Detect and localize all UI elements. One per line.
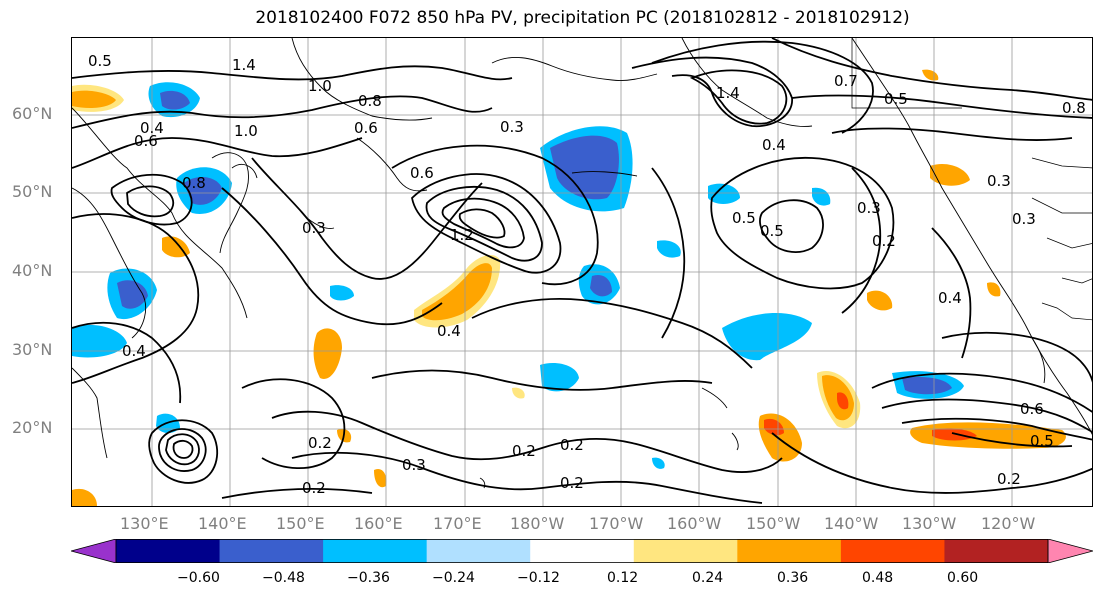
contour-label: 0.5 [732,209,756,227]
lat-label-50n: 50°N [12,182,53,201]
contour-label: 0.7 [834,72,858,90]
contour-label: 0.3 [857,199,881,217]
colorbar-tick: −0.48 [262,570,305,586]
lat-label-60n: 60°N [12,104,53,123]
contour-label: 0.6 [354,119,378,137]
contour-label: 0.2 [560,474,584,492]
contour-label: 0.4 [938,289,962,307]
map-canvas: 1.4 1.0 0.5 0.4 0.6 0.8 1.0 0.3 1.2 1.4 … [72,38,1092,506]
contour-label: 0.5 [88,52,112,70]
colorbar-segment [219,539,324,563]
contour-label: 1.0 [308,77,332,95]
lon-label-150e: 150°E [276,514,325,533]
contour-label: 1.4 [716,84,740,102]
lon-label-140e: 140°E [198,514,247,533]
contour-label: 0.2 [872,232,896,250]
contour-label: 0.4 [437,322,461,340]
contour-label: 1.0 [234,122,258,140]
contour-label: 0.2 [560,436,584,454]
lon-label-130w: 130°W [902,514,957,533]
contour-label: 0.4 [140,119,164,137]
contour-label: 0.3 [402,456,426,474]
colorbar-outline [115,539,1049,564]
colorbar [69,538,1095,564]
colorbar-tick: −0.36 [347,570,390,586]
colorbar-tick: −0.24 [432,570,475,586]
colorbar-segment [944,539,1049,563]
colorbar-segment [737,539,842,563]
lon-label-130e: 130°E [120,514,169,533]
colorbar-tick: 0.12 [607,570,639,586]
contour-label: 1.2 [450,226,474,244]
contour-label: 0.2 [308,434,332,452]
borders [851,38,1092,321]
colorbar-extend-low [69,538,117,564]
contour-label: 0.8 [182,174,206,192]
lat-label-20n: 20°N [12,418,53,437]
contour-label: 0.3 [500,118,524,136]
colorbar-tick: 0.60 [947,570,979,586]
map-panel: 1.4 1.0 0.5 0.4 0.6 0.8 1.0 0.3 1.2 1.4 … [71,37,1093,507]
colorbar-segment [633,539,738,563]
lon-label-160w: 160°W [667,514,722,533]
lon-label-170e: 170°E [433,514,482,533]
lon-label-180w: 180°W [510,514,565,533]
graticule [72,38,1092,506]
contour-label: 0.2 [302,479,326,497]
lat-label-30n: 30°N [12,340,53,359]
colorbar-segment [530,539,635,563]
precip-negative-shading [72,82,964,469]
colorbar-tick: −0.60 [177,570,220,586]
colorbar-tick: 0.48 [862,570,894,586]
contour-label: 0.4 [762,136,786,154]
colorbar-tick: 0.24 [692,570,724,586]
lon-label-160e: 160°E [354,514,403,533]
plot-title: 2018102400 F072 850 hPa PV, precipitatio… [255,8,910,28]
contour-labels: 1.4 1.0 0.5 0.4 0.6 0.8 1.0 0.3 1.2 1.4 … [88,52,1086,497]
lon-label-150w: 150°W [746,514,801,533]
contour-label: 0.3 [302,219,326,237]
lon-label-120w: 120°W [981,514,1036,533]
contour-label: 0.6 [410,164,434,182]
colorbar-extend-high [1047,538,1095,564]
colorbar-svg [69,538,1095,564]
colorbar-tick: 0.36 [777,570,809,586]
contour-label: 0.3 [987,172,1011,190]
contour-label: 0.2 [512,442,536,460]
lat-label-40n: 40°N [12,261,53,280]
colorbar-segment [116,539,221,563]
contour-label: 1.4 [232,56,256,74]
lon-label-140w: 140°W [824,514,879,533]
contour-label: 0.8 [358,92,382,110]
colorbar-segment [426,539,531,563]
contour-label: 0.5 [884,90,908,108]
contour-label: 0.6 [134,132,158,150]
coastlines [72,38,1092,489]
colorbar-segment [323,539,428,563]
contour-label: 0.3 [1012,210,1036,228]
colorbar-tick: −0.12 [517,570,560,586]
colorbar-segment [840,539,945,563]
pv-contours [72,38,1092,504]
contour-label: 0.6 [1020,400,1044,418]
contour-label: 0.8 [1062,99,1086,117]
contour-label: 0.5 [1030,432,1054,450]
contour-label: 0.4 [122,342,146,360]
contour-label: 0.5 [760,222,784,240]
lon-label-170w: 170°W [589,514,644,533]
contour-label: 0.2 [997,470,1021,488]
